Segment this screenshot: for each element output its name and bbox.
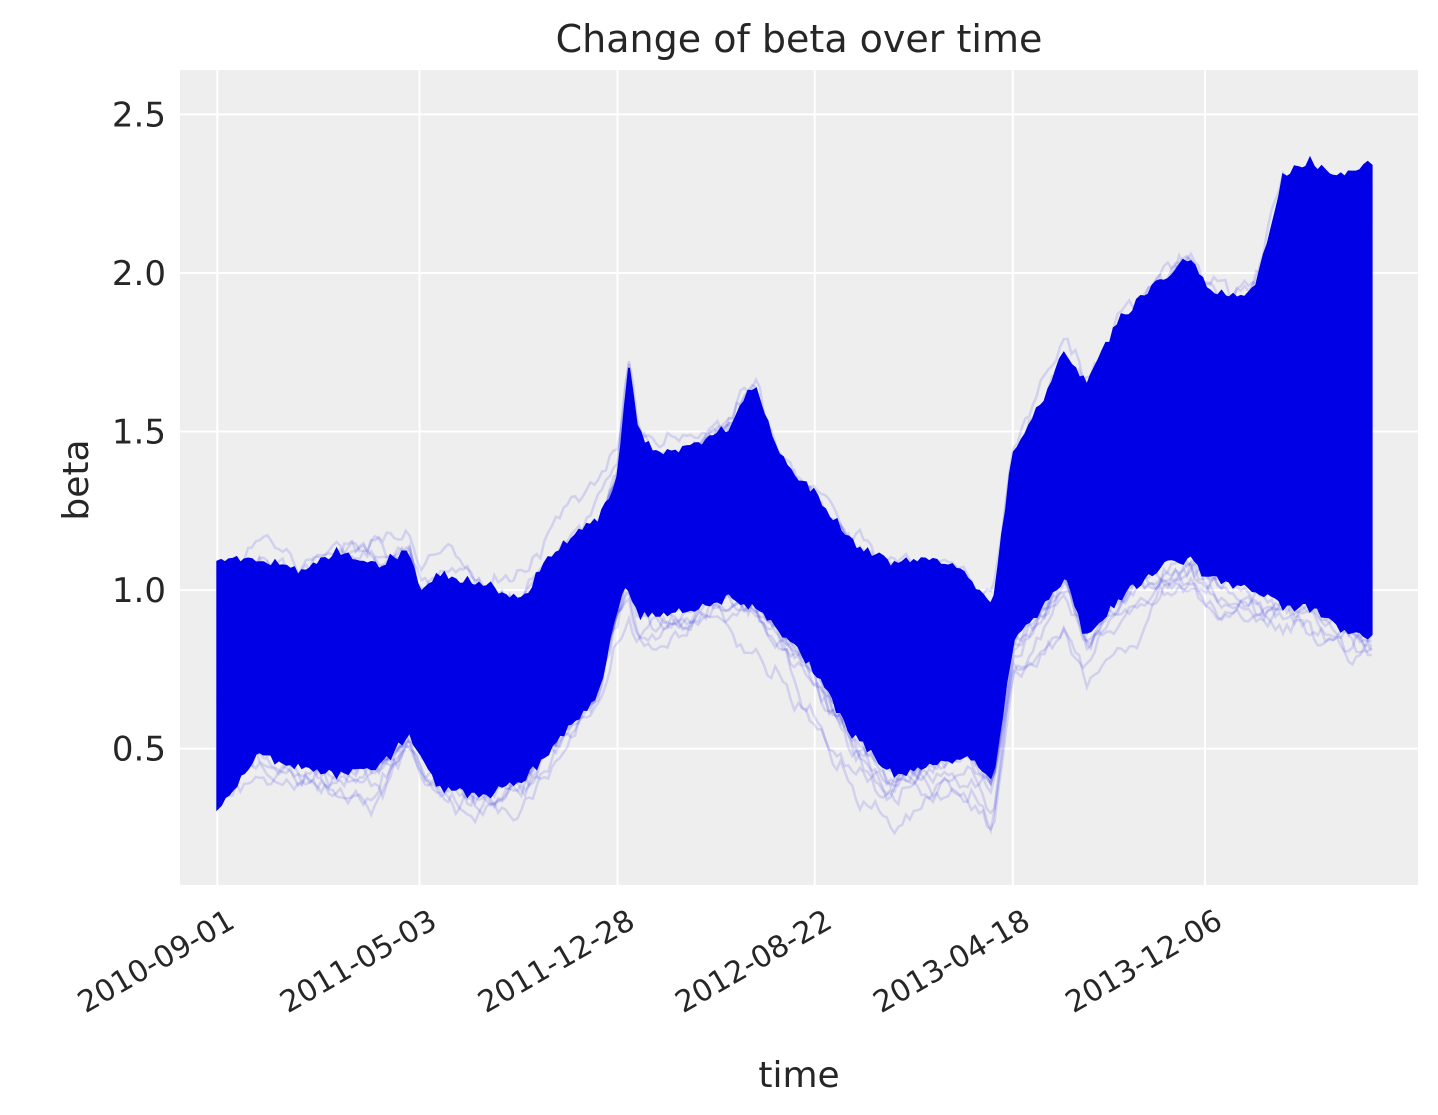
y-tick-label: 0.5	[112, 730, 166, 770]
y-tick-label: 1.5	[112, 413, 166, 453]
chart-title: Change of beta over time	[556, 17, 1043, 61]
trace-core-band	[216, 155, 1373, 812]
x-tick-label: 2012-08-22	[669, 903, 837, 1020]
y-tick-label: 2.5	[112, 95, 166, 135]
x-tick-label: 2011-05-03	[274, 903, 442, 1020]
x-axis-label: time	[758, 1055, 839, 1096]
x-tick-label: 2011-12-28	[472, 903, 640, 1020]
posterior-beta-traces	[216, 155, 1373, 836]
x-axis-ticks: 2010-09-01 2011-05-03 2011-12-28 2012-08-22…	[72, 903, 1228, 1020]
y-tick-label: 2.0	[112, 254, 166, 294]
trace-line	[216, 575, 1372, 818]
x-tick-label: 2013-04-18	[868, 903, 1036, 1020]
x-tick-label: 2013-12-06	[1060, 903, 1228, 1020]
y-axis-label: beta	[56, 439, 97, 520]
x-tick-label: 2010-09-01	[72, 903, 240, 1020]
y-tick-label: 1.0	[112, 571, 166, 611]
y-axis-ticks: 0.5 1.0 1.5 2.0 2.5	[112, 95, 166, 769]
